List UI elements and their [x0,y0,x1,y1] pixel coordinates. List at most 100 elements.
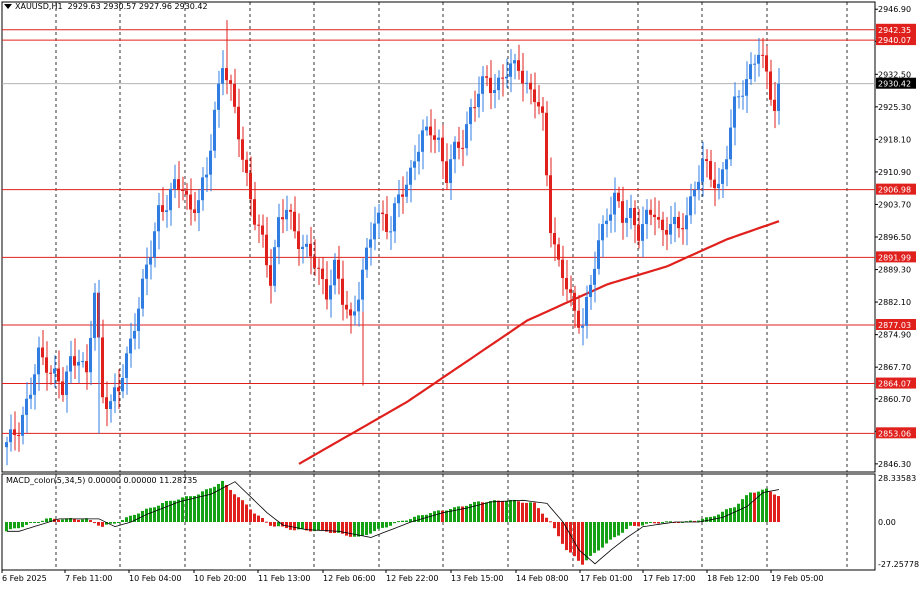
candle-body [633,207,636,226]
macd-bar [201,491,204,522]
candle-body [721,169,724,184]
time-tick-label[interactable]: 13 Feb 15:00 [451,574,503,583]
macd-bar [641,522,644,526]
macd-bar [365,522,368,536]
macd-bar [337,522,340,533]
time-tick-label[interactable]: 17 Feb 17:00 [643,574,695,583]
macd-bar [473,502,476,522]
macd-bar [469,503,472,522]
candle-body [353,311,356,316]
macd-bar [481,502,484,522]
macd-bar [13,522,16,529]
macd-bar [477,501,480,522]
candle-body [25,398,28,415]
level-price-tag[interactable] [876,34,916,46]
level-price-tag[interactable] [876,183,916,195]
macd-bar [69,518,72,522]
level-price-tag[interactable] [876,377,916,389]
candle-body [749,64,752,80]
time-tick-label[interactable]: 11 Feb 13:00 [258,574,310,583]
candle-body [413,161,416,168]
macd-bar [649,522,652,523]
macd-bar [349,522,352,537]
macd-bar [65,518,68,522]
candle-body [201,177,204,201]
macd-bar [101,522,104,527]
time-tick-label[interactable]: 6 Feb 2025 [2,574,47,583]
price-tick-label: 2896.50 [878,233,911,242]
candle-body [449,159,452,184]
macd-bar [425,514,428,522]
candle-body [757,54,760,64]
dropdown-triangle-icon[interactable] [4,4,12,9]
macd-bar [209,488,212,522]
price-tick-label: 2874.90 [878,331,911,340]
macd-indicator-label: MACD_color(5,34,5) 0.00000 0.00000 11.28… [6,476,198,485]
candle-body [481,76,484,94]
macd-bar [689,520,692,522]
macd-bar [185,496,188,522]
macd-bar [661,522,664,523]
candle-body [465,124,468,149]
candle-body [221,68,224,84]
macd-bar [769,491,772,522]
candle-body [717,183,720,189]
level-price-tag[interactable] [876,23,916,35]
candle-body [277,217,280,248]
macd-bar [653,522,656,524]
macd-bar [625,522,628,529]
macd-bar [85,518,88,522]
candle-body [133,330,136,339]
time-tick-label[interactable]: 10 Feb 04:00 [129,574,181,583]
candle-body [205,174,208,178]
price-axis[interactable]: 2946.902939.802932.502925.302918.102910.… [875,5,919,569]
time-tick-label[interactable]: 12 Feb 22:00 [386,574,438,583]
level-price-tag[interactable] [876,318,916,330]
level-price-tag[interactable] [876,427,916,439]
macd-bar [401,520,404,522]
macd-bar [377,522,380,529]
candle-body [673,216,676,225]
macd-bar [229,489,232,522]
time-tick-label[interactable]: 10 Feb 20:00 [194,574,246,583]
time-axis[interactable]: 6 Feb 2025 7 Feb 11:00 10 Feb 04:00 10 Feb … [1,570,823,583]
time-tick-label[interactable]: 18 Feb 12:00 [707,574,759,583]
time-tick-label[interactable]: 12 Feb 06:00 [323,574,375,583]
macd-bar [325,522,328,532]
candle-body [173,179,176,189]
time-tick-label[interactable]: 17 Feb 01:00 [580,574,632,583]
candle-body [545,112,548,176]
macd-bar [21,522,24,528]
candle-body [13,429,16,436]
candle-body [373,223,376,240]
candle-body [433,135,436,140]
macd-bar [149,507,152,522]
candle-body [233,83,236,107]
macd-bar [385,522,388,528]
macd-bar [405,520,408,522]
macd-bar [545,517,548,522]
candle-body [17,435,20,437]
candle-body [457,141,460,148]
level-price-tag[interactable] [876,251,916,263]
candle-body [653,214,656,218]
level-price-label: 2891.99 [878,253,911,262]
macd-bar [29,522,32,523]
macd-tick-label: 28.33583 [878,474,916,483]
time-tick-label[interactable]: 14 Feb 08:00 [516,574,568,583]
candle-body [177,179,180,191]
macd-bar [381,522,384,528]
candle-body [525,82,528,84]
horizontal-levels[interactable] [2,29,875,434]
time-tick-label[interactable]: 19 Feb 05:00 [771,574,823,583]
candle-body [209,150,212,175]
candle-body [189,194,192,210]
candle-body [381,212,384,215]
macd-bar [293,522,296,531]
candle-body [657,217,660,220]
macd-bar [697,520,700,522]
macd-bar [613,522,616,538]
time-tick-label[interactable]: 7 Feb 11:00 [65,574,112,583]
macd-bar [669,521,672,523]
